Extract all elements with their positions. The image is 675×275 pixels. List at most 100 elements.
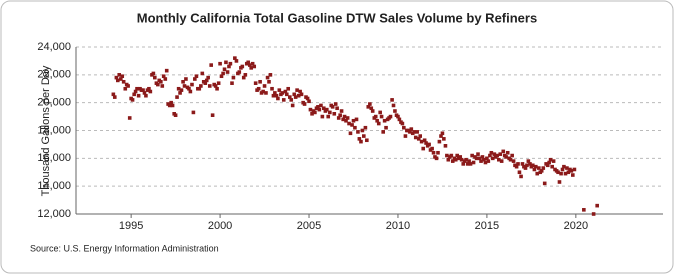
- point: [253, 81, 258, 85]
- point: [381, 130, 385, 134]
- point: [363, 125, 368, 130]
- point: [326, 114, 331, 119]
- point: [439, 134, 443, 138]
- point: [179, 88, 184, 92]
- point: [465, 162, 470, 166]
- point: [136, 93, 141, 98]
- point: [453, 157, 458, 162]
- y-tick-label: 16,000: [37, 152, 71, 164]
- point: [187, 86, 191, 91]
- point: [360, 128, 365, 133]
- point: [569, 169, 574, 173]
- point: [353, 125, 357, 130]
- point: [422, 138, 427, 143]
- point: [415, 130, 419, 134]
- point: [348, 131, 353, 136]
- point: [485, 156, 489, 161]
- point: [365, 138, 369, 143]
- point: [396, 114, 400, 119]
- point: [376, 121, 381, 126]
- point: [209, 63, 213, 67]
- point: [541, 166, 546, 170]
- point: [354, 117, 359, 122]
- point: [400, 121, 405, 126]
- point: [194, 74, 199, 79]
- point: [388, 114, 393, 119]
- point: [545, 163, 550, 168]
- point: [156, 82, 160, 87]
- point: [402, 125, 406, 130]
- point: [528, 162, 532, 166]
- point: [164, 68, 169, 73]
- point: [148, 89, 153, 94]
- point: [178, 91, 182, 95]
- point: [199, 84, 203, 88]
- point: [548, 157, 553, 162]
- point: [523, 166, 528, 170]
- point: [412, 130, 417, 134]
- point: [281, 98, 286, 102]
- point: [571, 173, 575, 177]
- point: [126, 84, 130, 88]
- point: [116, 78, 120, 83]
- point: [170, 103, 175, 108]
- point: [459, 157, 464, 162]
- point: [492, 152, 497, 156]
- point: [375, 118, 379, 123]
- point: [430, 146, 434, 151]
- point: [289, 98, 294, 102]
- point: [416, 137, 421, 141]
- point: [403, 134, 408, 138]
- point: [431, 150, 436, 155]
- point: [222, 67, 227, 72]
- point: [325, 107, 329, 112]
- point: [240, 64, 245, 69]
- point: [193, 77, 197, 81]
- point: [293, 95, 298, 99]
- point: [443, 144, 448, 148]
- point: [471, 160, 476, 165]
- point: [391, 103, 396, 108]
- point: [510, 153, 514, 158]
- point: [366, 105, 371, 109]
- point: [210, 113, 215, 117]
- point: [313, 110, 317, 115]
- point: [319, 103, 323, 108]
- point: [302, 102, 307, 106]
- point: [342, 114, 347, 119]
- point: [537, 166, 541, 170]
- x-tick-label: 2000: [208, 220, 232, 232]
- point: [175, 95, 179, 99]
- point: [130, 98, 135, 102]
- point: [468, 162, 473, 166]
- point: [215, 86, 219, 91]
- point: [501, 149, 506, 154]
- point: [271, 93, 276, 98]
- point: [418, 134, 422, 138]
- point: [228, 61, 233, 66]
- point: [206, 75, 210, 80]
- point: [328, 110, 332, 115]
- point: [283, 89, 288, 94]
- point: [310, 112, 314, 116]
- point: [530, 163, 535, 168]
- point: [532, 167, 537, 172]
- point: [347, 121, 351, 126]
- point: [270, 86, 274, 91]
- point: [419, 139, 424, 144]
- point: [182, 84, 187, 88]
- point: [436, 150, 440, 155]
- point: [351, 118, 356, 123]
- point: [333, 102, 338, 106]
- point: [173, 113, 178, 117]
- x-tick-label: 1995: [119, 220, 143, 232]
- point: [505, 150, 510, 155]
- point: [566, 170, 571, 175]
- x-tick-label: 2020: [564, 220, 588, 232]
- point: [207, 84, 212, 88]
- point: [241, 75, 246, 80]
- point: [520, 162, 525, 166]
- point: [357, 137, 362, 141]
